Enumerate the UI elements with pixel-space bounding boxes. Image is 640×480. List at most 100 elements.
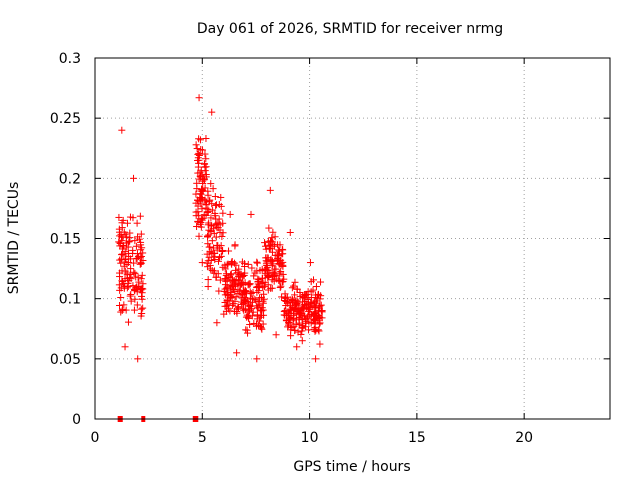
x-tick-label: 0 (91, 430, 100, 446)
data-point (241, 263, 249, 271)
data-point (132, 242, 140, 250)
data-point (193, 223, 201, 231)
data-point (201, 176, 209, 184)
data-point (116, 242, 124, 250)
data-point (131, 295, 139, 303)
data-point (117, 284, 125, 292)
data-point (271, 242, 279, 250)
data-point (261, 278, 269, 286)
y-tick-label: 0.25 (50, 111, 81, 127)
data-point (235, 304, 243, 312)
data-point (276, 241, 284, 249)
data-point (137, 312, 145, 320)
data-point (276, 284, 284, 292)
data-point (132, 284, 140, 292)
data-point (298, 337, 306, 345)
data-point (271, 265, 279, 273)
data-point (126, 274, 134, 282)
data-point (262, 266, 270, 274)
data-point (235, 271, 243, 279)
data-point (241, 287, 249, 295)
data-point (261, 269, 269, 277)
tick-labels: 0 5 10 15 20 0 0.05 0.1 0.15 0.2 0.25 0.3 (50, 51, 533, 446)
data-point (253, 355, 261, 363)
data-point (216, 276, 224, 284)
data-point (197, 219, 205, 227)
data-point (244, 260, 252, 268)
data-point (122, 306, 130, 314)
data-point (200, 160, 208, 168)
data-point (204, 191, 212, 199)
data-point (202, 155, 210, 163)
data-point (291, 300, 299, 308)
data-point (222, 307, 230, 315)
data-point (219, 209, 227, 217)
data-point (280, 311, 288, 319)
data-point (134, 355, 142, 363)
data-point (214, 270, 222, 278)
data-point (124, 283, 132, 291)
data-point (138, 292, 146, 300)
data-point (133, 219, 141, 227)
data-point (226, 210, 234, 218)
data-point (120, 228, 128, 236)
y-tick-label: 0 (72, 412, 81, 428)
data-point (272, 331, 280, 339)
data-point (120, 301, 128, 309)
data-point (261, 242, 269, 250)
data-point (311, 309, 319, 317)
data-point (228, 293, 236, 301)
data-point (137, 259, 145, 267)
plot-frame (94, 57, 611, 420)
data-point (215, 201, 223, 209)
data-point (246, 288, 254, 296)
data-point (206, 262, 214, 270)
data-point (192, 141, 200, 149)
data-point (243, 311, 251, 319)
data-point (309, 299, 317, 307)
data-point (307, 278, 315, 286)
data-point (284, 323, 292, 331)
data-point (289, 282, 297, 290)
data-point (194, 150, 202, 158)
data-point (309, 315, 317, 323)
data-point (130, 306, 138, 314)
data-point (285, 298, 293, 306)
data-point (237, 294, 245, 302)
data-point (129, 249, 137, 257)
data-point (245, 301, 253, 309)
data-point (132, 273, 140, 281)
data-point (281, 297, 289, 305)
data-point (215, 215, 223, 223)
data-point (130, 174, 138, 182)
data-point (273, 254, 281, 262)
data-point (221, 261, 229, 269)
data-point (312, 283, 320, 291)
data-point (121, 343, 129, 351)
data-point (122, 233, 130, 241)
data-point (117, 259, 125, 267)
data-point (318, 314, 326, 322)
data-point (262, 257, 270, 265)
data-point (246, 321, 254, 329)
data-point (230, 280, 238, 288)
data-point (286, 228, 294, 236)
data-point (198, 186, 206, 194)
data-point (138, 244, 146, 252)
data-point (247, 289, 255, 297)
data-point (247, 210, 255, 218)
data-point (223, 297, 231, 305)
data-point (241, 269, 249, 277)
data-point (130, 259, 138, 267)
data-point (244, 314, 252, 322)
y-tick-label: 0.2 (59, 171, 81, 187)
data-point (218, 247, 226, 255)
data-point (115, 225, 123, 233)
data-point (278, 245, 286, 253)
data-point (312, 355, 320, 363)
data-point (205, 219, 213, 227)
data-point (208, 237, 216, 245)
data-point (119, 277, 127, 285)
data-point (197, 190, 205, 198)
data-point (271, 233, 279, 241)
